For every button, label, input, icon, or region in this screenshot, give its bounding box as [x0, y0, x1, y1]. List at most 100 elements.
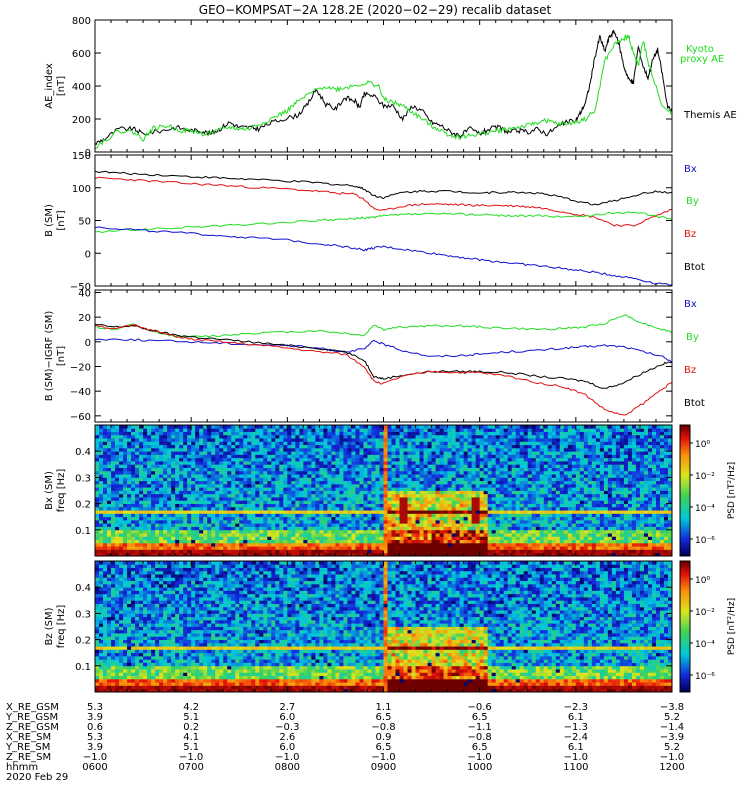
bx_psd-cell	[95, 510, 100, 514]
bx_psd-cell	[155, 447, 160, 452]
bx_psd-cell	[151, 434, 156, 439]
bx_psd-cell	[543, 500, 549, 504]
bx_psd-cell	[335, 487, 340, 491]
bx_psd-cell	[311, 536, 316, 541]
bx_psd-cell	[259, 493, 264, 498]
bx_psd-cell	[559, 467, 565, 472]
bx_psd-cell	[351, 526, 356, 531]
bx_psd-cell	[331, 457, 336, 462]
bx_psd-cell	[519, 513, 525, 518]
bx_psd-cell	[423, 444, 428, 449]
bx_psd-cell	[111, 454, 116, 459]
bx_psd-cell	[295, 516, 300, 521]
bx_psd-cell	[435, 431, 440, 436]
bx_psd-cell	[443, 467, 449, 472]
bx_psd-cell	[287, 434, 292, 439]
bx_psd-cell	[483, 434, 489, 439]
bx_psd-cell	[171, 519, 176, 524]
bx_psd-cell	[207, 483, 212, 488]
bx_psd-cell	[311, 552, 316, 557]
bx_psd-cell	[111, 483, 116, 488]
bx_psd-cell	[203, 523, 208, 527]
bx_psd-cell	[447, 428, 453, 432]
bx_psd-cell	[435, 461, 440, 465]
bx_psd-cell	[151, 506, 156, 511]
bx_psd-cell	[179, 506, 184, 511]
bx_psd-cell	[399, 487, 404, 491]
bx_psd-cell	[99, 523, 104, 527]
bx_psd-cell	[343, 503, 348, 508]
bx_psd-cell	[255, 428, 260, 432]
bx_psd-cell	[223, 467, 228, 472]
bx_psd-cell	[335, 523, 340, 527]
bx_psd-cell	[167, 438, 172, 442]
bx_psd-cell	[99, 526, 104, 531]
bx_psd-cell	[455, 444, 461, 449]
bx_psd-cell	[407, 533, 412, 537]
bx_psd-cell	[519, 533, 525, 537]
bx_psd-cell	[151, 467, 156, 472]
bx_psd-cell	[459, 487, 465, 491]
bx_psd-cell	[315, 428, 320, 432]
bx_psd-cell	[263, 497, 268, 501]
bx_psd-cell	[203, 428, 208, 432]
bx_psd-cell	[435, 493, 440, 498]
bx_psd-cell	[363, 447, 368, 452]
bx_psd-cell	[531, 516, 537, 521]
bx_psd-cell	[351, 454, 356, 459]
bx_psd-cell	[347, 428, 352, 432]
bx_psd-cell	[479, 474, 485, 478]
bx_psd-cell	[107, 477, 112, 482]
bx_psd-cell	[107, 425, 112, 429]
bx_psd-cell	[171, 516, 176, 521]
bx_psd-cell	[419, 464, 424, 468]
bx_psd-cell	[431, 490, 436, 495]
bx_psd-cell	[111, 480, 116, 485]
bx_psd-cell	[439, 500, 445, 504]
bx_psd-cell	[219, 474, 224, 478]
bx_psd-cell	[211, 526, 216, 531]
bx_psd-cell	[535, 464, 541, 468]
bx_psd-cell	[443, 444, 449, 449]
bx_psd-cell	[95, 483, 100, 488]
bx_psd-cell	[227, 461, 232, 465]
bx_psd-cell	[427, 477, 432, 482]
bx_psd-cell	[423, 536, 428, 541]
bx_psd-cell	[275, 425, 280, 429]
bx_psd-cell	[523, 483, 529, 488]
bx_psd-cell	[383, 444, 388, 449]
bx_psd-cell	[167, 526, 172, 531]
bx_psd-cell	[315, 513, 320, 518]
bx_psd-cell	[335, 477, 340, 482]
bx_psd-cell	[407, 539, 412, 544]
bx_psd-cell	[131, 447, 136, 452]
bx_psd-cell	[411, 444, 416, 449]
bx_psd-cell	[107, 431, 112, 436]
bx_psd-cell	[435, 516, 440, 521]
bx_psd-cell	[443, 490, 449, 495]
bx_psd-cell	[303, 470, 308, 475]
bx_psd-cell	[95, 500, 100, 504]
bx_psd-cell	[463, 480, 469, 485]
bx_psd-cell	[227, 470, 232, 475]
bx_psd-cell	[339, 500, 344, 504]
bx_psd-cell	[243, 441, 248, 446]
bx_psd-cell	[151, 441, 156, 446]
bx_psd-cell	[471, 425, 477, 429]
bx_psd-cell	[283, 464, 288, 468]
bx_psd-cell	[307, 506, 312, 511]
bx_psd-cell	[499, 529, 505, 534]
bx_psd-cell	[111, 546, 116, 550]
bx_psd-cell	[379, 542, 384, 547]
bx_psd-cell	[243, 428, 248, 432]
bx_psd-cell	[399, 451, 404, 455]
bx_psd-cell	[547, 483, 553, 488]
bx_psd-cell	[235, 425, 240, 429]
bx_psd-cell	[371, 533, 376, 537]
bx_psd-cell	[447, 500, 453, 504]
bx_psd-cell	[211, 434, 216, 439]
bx_psd-cell	[243, 431, 248, 436]
bx_psd-cell	[355, 519, 360, 524]
bx_psd-cell	[267, 461, 272, 465]
bx_psd-cell	[499, 461, 505, 465]
